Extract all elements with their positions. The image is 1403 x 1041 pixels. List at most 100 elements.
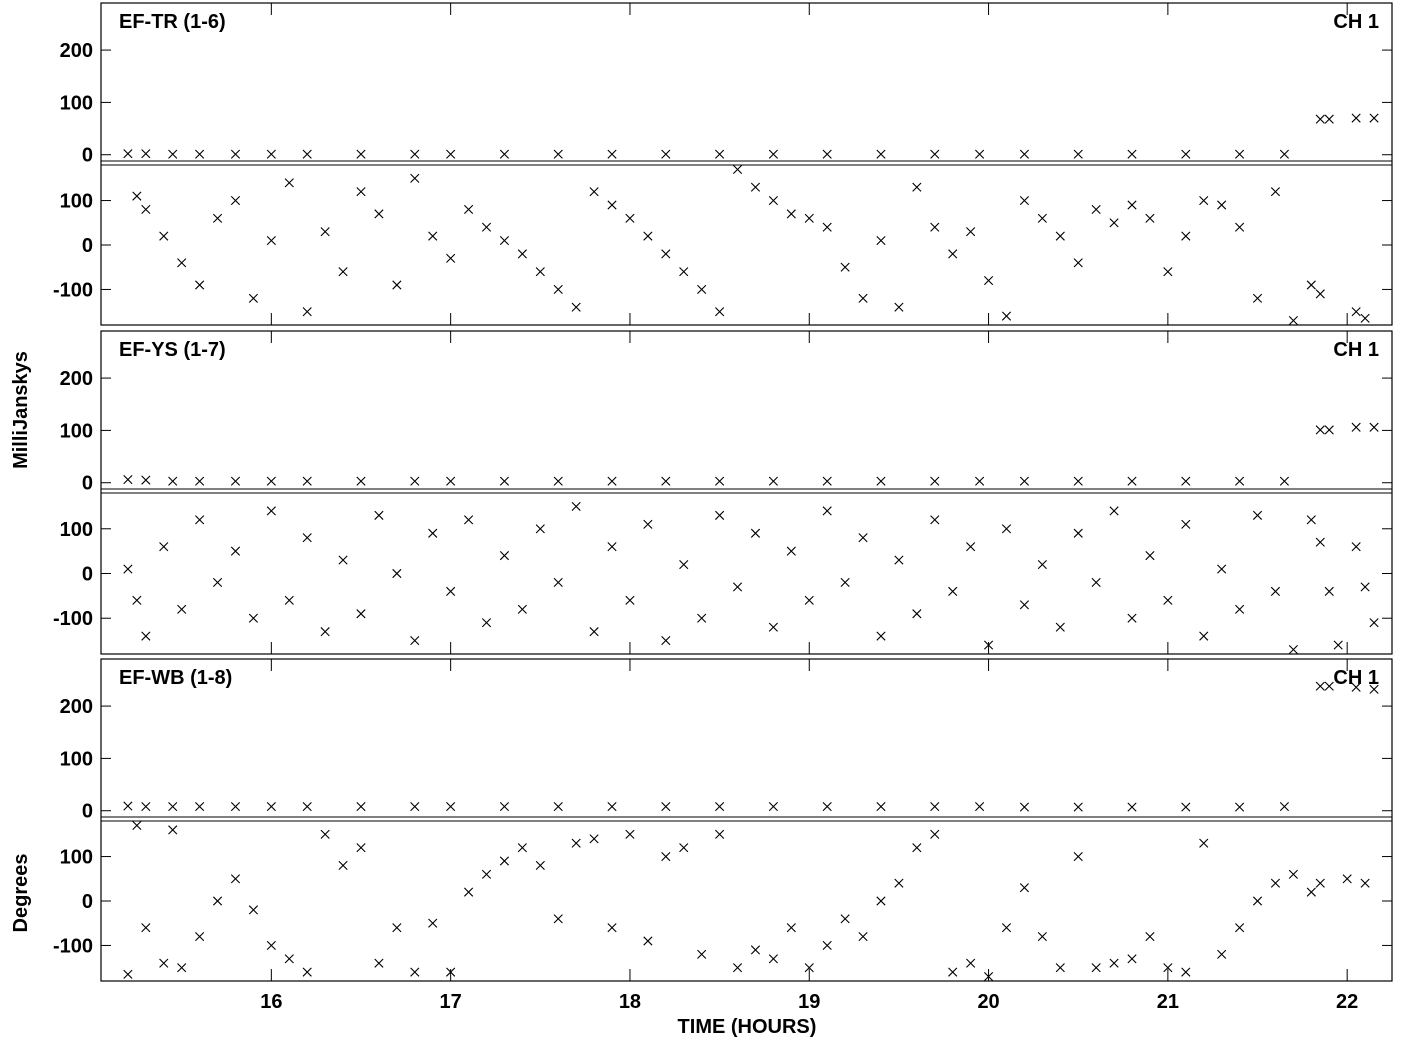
phase-point [786, 209, 796, 219]
phase-point [428, 918, 438, 928]
phase-point [356, 609, 366, 619]
amplitude-point [876, 149, 886, 159]
channel-label: CH 1 [1333, 667, 1379, 689]
phase-point [983, 971, 994, 982]
amplitude-point [1235, 802, 1245, 812]
phase-point [858, 533, 868, 543]
phase-point [212, 577, 223, 588]
phase-point [571, 838, 581, 848]
phase-point [679, 843, 689, 853]
amplitude-point [1127, 476, 1137, 486]
phase-point [266, 235, 276, 246]
phase-point [1091, 963, 1101, 973]
amplitude-point [499, 801, 510, 812]
amplitude-point [930, 149, 940, 159]
phase-point [571, 501, 581, 512]
phase-point [930, 222, 940, 232]
phase-point [715, 829, 725, 839]
phase-point [1145, 213, 1155, 223]
panel-frame [100, 658, 1393, 982]
amplitude-point [715, 476, 725, 486]
phase-point [446, 253, 456, 263]
amplitude-point [1181, 802, 1191, 812]
amplitude-point [876, 476, 886, 486]
phase-point [643, 936, 653, 946]
baseline-label: EF-YS (1-7) [119, 339, 226, 361]
amplitude-point [768, 801, 778, 812]
amplitude-point [1369, 113, 1379, 123]
phase-point [822, 506, 832, 516]
phase-point [894, 878, 904, 888]
phase-point [912, 843, 922, 853]
phase-point [392, 280, 402, 290]
phase-point [428, 528, 438, 538]
phase-point [1270, 586, 1281, 596]
phase-point [1333, 640, 1343, 650]
phase-point [177, 604, 187, 614]
phase-point [930, 515, 940, 525]
phase-point [1037, 931, 1047, 942]
phase-point [607, 200, 617, 210]
y-tick-label-amplitude: 200 [60, 368, 93, 390]
phase-point [481, 222, 492, 232]
phase-point [1324, 586, 1334, 596]
amplitude-point [930, 476, 940, 486]
phase-point [607, 542, 617, 552]
phase-point [1288, 869, 1298, 879]
phase-point [697, 613, 707, 623]
phase-point [1306, 280, 1316, 290]
phase-point [320, 627, 330, 637]
phase-point [1109, 958, 1119, 968]
phase-point [1127, 200, 1137, 210]
amplitude-point [123, 801, 133, 811]
amplitude-point [1019, 476, 1030, 486]
phase-point [1019, 195, 1030, 206]
amplitude-point [230, 149, 241, 159]
phase-point [230, 546, 241, 556]
phase-point [1181, 519, 1191, 529]
phase-point [195, 931, 205, 942]
amplitude-point [1279, 476, 1290, 486]
phase-point [768, 954, 778, 964]
phase-point [230, 195, 241, 206]
phase-point [1037, 213, 1047, 223]
phase-point [463, 204, 474, 215]
phase-point [517, 843, 527, 853]
amplitude-point [930, 801, 940, 812]
amplitude-point [822, 149, 832, 159]
phase-point [1055, 231, 1065, 241]
phase-point [876, 896, 886, 906]
phase-point [804, 213, 814, 223]
amplitude-point [410, 149, 420, 159]
phase-point [930, 829, 940, 839]
panel-2: 0 100 200 -100 0 100 EF-YS (1-7) CH 1 [53, 330, 1393, 655]
phase-point [768, 622, 778, 632]
amplitude-point [1369, 422, 1379, 432]
amplitude-point [1351, 422, 1361, 432]
phase-point [284, 954, 294, 964]
phase-point [983, 640, 994, 650]
amplitude-point [266, 149, 276, 159]
amplitude-point [1351, 113, 1361, 123]
amplitude-point [715, 801, 725, 812]
amplitude-point [661, 476, 671, 486]
amplitude-point [123, 474, 133, 485]
phase-point [284, 178, 294, 188]
phase-point [822, 222, 832, 232]
phase-point [320, 829, 330, 839]
phase-point [732, 582, 743, 592]
phase-point [428, 231, 438, 241]
baseline-label: EF-TR (1-6) [119, 11, 226, 33]
phase-point [123, 564, 133, 574]
phase-point [679, 559, 689, 570]
phase-point [1270, 187, 1281, 197]
phase-point [1369, 618, 1379, 628]
amplitude-point [1073, 476, 1083, 486]
amplitude-point [1351, 682, 1361, 692]
amplitude-point [607, 476, 617, 486]
phase-point [876, 235, 886, 246]
phase-point [141, 204, 151, 215]
amplitude-point [1127, 802, 1137, 812]
phase-point [195, 280, 205, 290]
